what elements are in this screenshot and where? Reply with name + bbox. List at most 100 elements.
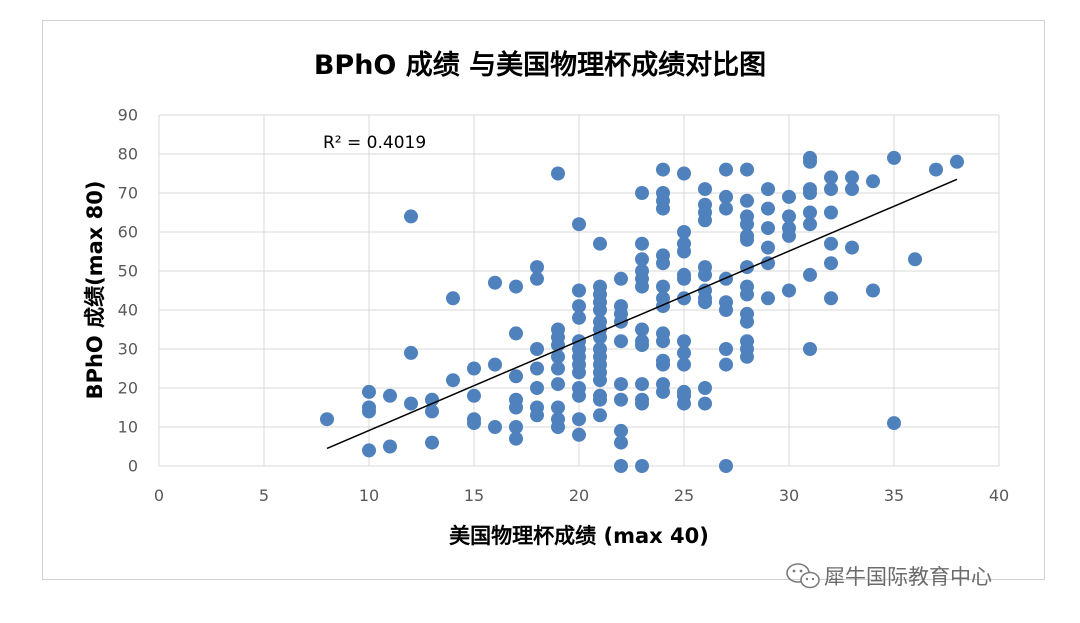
data-point — [551, 377, 565, 392]
data-point — [803, 267, 817, 282]
r-squared-annotation: R² = 0.4019 — [323, 133, 426, 153]
data-point — [362, 404, 376, 419]
data-point — [383, 439, 397, 454]
y-tick-label: 10 — [118, 418, 138, 437]
data-point — [677, 225, 691, 239]
data-point — [740, 232, 754, 247]
grid-lines — [158, 114, 1000, 467]
data-point — [530, 271, 544, 286]
x-tick-label: 5 — [259, 486, 269, 505]
data-point — [635, 338, 649, 353]
data-point — [593, 392, 607, 407]
data-point — [803, 217, 817, 232]
data-point — [950, 154, 964, 169]
data-point — [404, 209, 418, 224]
data-point — [509, 369, 523, 384]
x-tick-label: 30 — [779, 486, 799, 505]
data-point — [509, 400, 523, 415]
data-point — [404, 396, 418, 411]
data-point — [572, 217, 586, 232]
data-point — [509, 326, 523, 341]
data-point — [698, 213, 712, 228]
data-point — [614, 392, 628, 407]
data-point — [635, 279, 649, 294]
data-point — [677, 357, 691, 372]
data-point — [824, 170, 838, 185]
data-point — [425, 392, 439, 407]
y-axis-title: BPhO 成绩(max 80) — [83, 181, 107, 400]
data-point — [446, 373, 460, 388]
data-point — [845, 240, 859, 255]
data-point — [824, 182, 838, 197]
data-point — [530, 381, 544, 395]
data-point — [698, 396, 712, 411]
data-point — [908, 252, 922, 267]
data-point — [719, 459, 733, 473]
data-point — [635, 186, 649, 200]
data-point — [656, 279, 670, 294]
data-point — [803, 342, 817, 356]
y-tick-label: 50 — [118, 262, 138, 281]
data-point — [509, 420, 523, 434]
data-point — [824, 205, 838, 220]
data-point — [677, 271, 691, 286]
data-point — [530, 342, 544, 356]
data-point — [761, 291, 775, 306]
x-tick-label: 20 — [569, 486, 589, 505]
data-point — [635, 252, 649, 267]
data-point — [656, 201, 670, 216]
y-tick-label: 20 — [118, 379, 138, 398]
data-point — [740, 349, 754, 364]
data-point — [488, 275, 502, 290]
data-point — [635, 459, 649, 473]
data-point — [593, 408, 607, 423]
data-point — [362, 384, 376, 399]
chart-frame — [42, 20, 1045, 580]
data-point — [614, 334, 628, 349]
data-point — [572, 412, 586, 427]
data-points — [320, 150, 964, 473]
data-point — [698, 295, 712, 310]
data-point — [782, 283, 796, 298]
data-point — [656, 357, 670, 372]
x-tick-label: 40 — [989, 486, 1009, 505]
data-point — [782, 228, 796, 243]
data-point — [740, 314, 754, 329]
data-point — [761, 256, 775, 271]
data-point — [845, 182, 859, 197]
data-point — [677, 334, 691, 349]
x-tick-label: 15 — [464, 486, 484, 505]
data-point — [698, 381, 712, 395]
data-point — [530, 408, 544, 423]
data-point — [719, 303, 733, 317]
x-tick-label: 0 — [154, 486, 164, 505]
data-point — [467, 388, 481, 403]
data-point — [740, 162, 754, 177]
data-point — [824, 291, 838, 306]
data-point — [509, 431, 523, 446]
chart-title: BPhO 成绩 与美国物理杯成绩对比图 — [314, 49, 766, 81]
data-point — [656, 256, 670, 271]
data-point — [488, 357, 502, 372]
y-tick-label: 70 — [118, 184, 138, 203]
data-point — [488, 420, 502, 434]
data-point — [761, 221, 775, 236]
data-point — [887, 416, 901, 431]
data-point — [740, 287, 754, 302]
data-point — [761, 240, 775, 255]
data-point — [782, 209, 796, 224]
data-point — [425, 435, 439, 450]
data-point — [383, 388, 397, 403]
data-point — [698, 182, 712, 197]
data-point — [572, 388, 586, 403]
data-point — [614, 459, 628, 473]
y-tick-label: 40 — [118, 301, 138, 320]
data-point — [362, 443, 376, 458]
data-point — [677, 396, 691, 411]
data-point — [677, 166, 691, 181]
data-point — [761, 182, 775, 197]
data-point — [635, 322, 649, 337]
data-point — [656, 162, 670, 177]
data-point — [614, 377, 628, 392]
